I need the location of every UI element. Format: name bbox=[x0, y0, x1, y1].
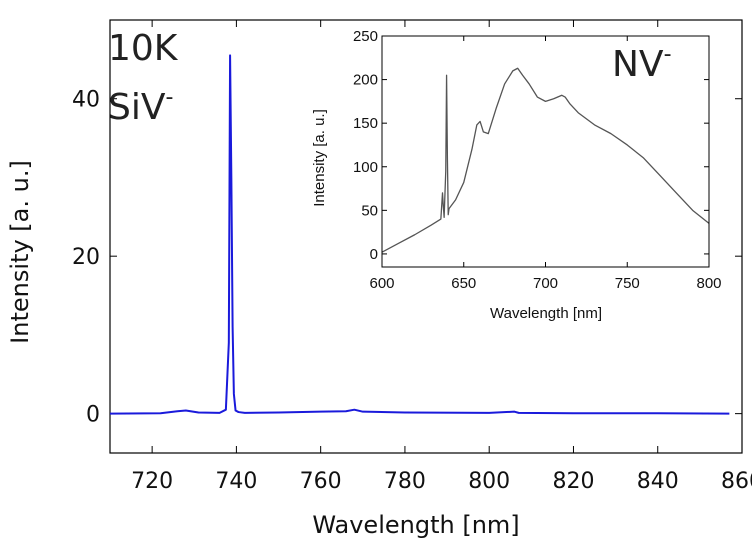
inset-y-tick-label: 150 bbox=[353, 115, 378, 132]
inset-x-tick-label: 800 bbox=[696, 275, 721, 292]
inset-y-tick-label: 50 bbox=[361, 202, 378, 219]
annotation-siv-base: SiV bbox=[108, 87, 166, 128]
inset-tick-labels: 600 650 700 750 800 0 50 100 150 200 250 bbox=[353, 28, 722, 292]
main-x-tick-label: 780 bbox=[384, 469, 426, 494]
inset-background bbox=[382, 36, 709, 267]
annotation-nv: NV- bbox=[612, 42, 672, 85]
main-x-tick-label: 720 bbox=[131, 469, 173, 494]
inset-y-tick-label: 200 bbox=[353, 72, 378, 89]
inset-x-tick-label: 650 bbox=[451, 275, 476, 292]
inset-x-tick-label: 600 bbox=[369, 275, 394, 292]
main-x-tick-label: 760 bbox=[300, 469, 342, 494]
main-x-axis-label: Wavelength [nm] bbox=[312, 511, 519, 539]
main-x-tick-label: 860 bbox=[721, 469, 752, 494]
inset-y-axis-label: Intensity [a. u.] bbox=[311, 109, 328, 207]
inset-y-tick-label: 100 bbox=[353, 159, 378, 176]
inset-x-tick-label: 700 bbox=[533, 275, 558, 292]
main-y-tick-label: 0 bbox=[86, 403, 100, 428]
main-x-tick-label: 740 bbox=[215, 469, 257, 494]
annotation-nv-sup: - bbox=[664, 42, 672, 67]
main-x-tick-label: 800 bbox=[468, 469, 510, 494]
inset-x-tick-label: 750 bbox=[615, 275, 640, 292]
inset-y-tick-label: 250 bbox=[353, 28, 378, 45]
annotation-siv-sup: - bbox=[165, 85, 173, 110]
main-plot-frame bbox=[109, 19, 743, 454]
main-x-tick-label: 820 bbox=[552, 469, 594, 494]
main-y-tick-label: 20 bbox=[72, 245, 100, 270]
main-chart: 720 740 760 780 800 820 840 860 0 20 40 Wavelength… bbox=[6, 19, 752, 539]
main-y-tick-label: 40 bbox=[72, 88, 100, 113]
main-tick-labels: 720 740 760 780 800 820 840 860 0 20 40 bbox=[72, 88, 752, 494]
inset-chart: 600 650 700 750 800 0 50 100 150 200 250 Wavelengt… bbox=[311, 28, 722, 322]
inset-y-tick-label: 0 bbox=[370, 246, 378, 263]
inset-plot-frame bbox=[381, 35, 710, 268]
main-series-line bbox=[109, 54, 730, 415]
main-series bbox=[109, 54, 730, 415]
main-x-tick-label: 840 bbox=[637, 469, 679, 494]
inset-series bbox=[381, 67, 710, 253]
annotation-temperature: 10K bbox=[108, 28, 179, 69]
inset-x-axis-label: Wavelength [nm] bbox=[490, 305, 602, 322]
inset-series-line bbox=[381, 67, 710, 253]
main-y-axis-label: Intensity [a. u.] bbox=[6, 160, 34, 344]
annotation-siv: SiV- bbox=[108, 85, 173, 128]
annotation-nv-base: NV bbox=[612, 44, 664, 85]
